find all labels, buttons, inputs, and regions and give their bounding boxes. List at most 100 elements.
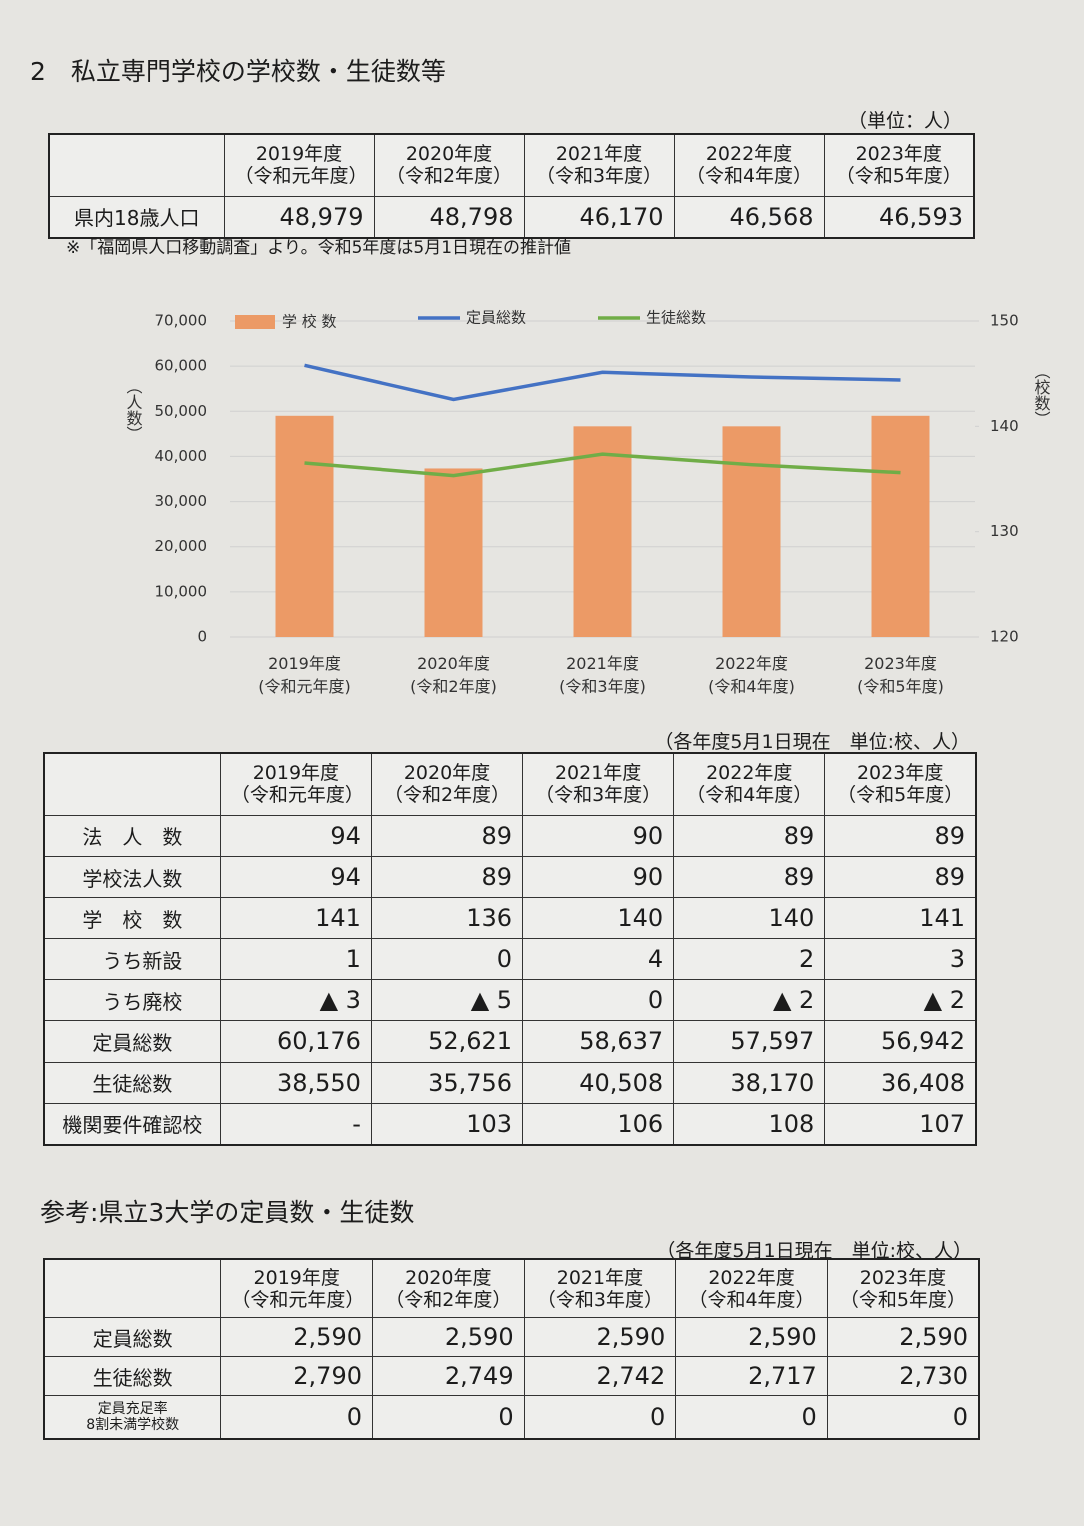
table-cell: 141 <box>219 897 372 940</box>
table-row: 定員総数 2,590 2,590 2,590 2,590 2,590 <box>43 1317 980 1358</box>
column-header: 2021年度 （令和3年度） <box>523 133 675 197</box>
table-cell: 36,408 <box>824 1061 977 1104</box>
table-cell: 108 <box>673 1102 826 1146</box>
legend-label: 学 校 数 <box>282 313 337 331</box>
table-cell: 0 <box>372 1395 525 1440</box>
table-unit: （各年度5月1日現在 単位:校、人） <box>654 731 970 753</box>
x-tick-label: 2022年度 (令和4年度) <box>708 654 795 696</box>
row-label: 定員充足率 8割未満学校数 <box>43 1395 222 1440</box>
table-cell: 56,942 <box>824 1020 977 1063</box>
y-axis-label: （人数） <box>124 378 143 442</box>
header-row: 2019年度 （令和元年度） 2020年度 （令和2年度） 2021年度 （令和3年… <box>48 133 975 197</box>
row-label: 生徒総数 <box>43 1061 221 1104</box>
table-row: うち廃校 ▲ 3 ▲ 5 0 ▲ 2 ▲ 2 <box>43 979 977 1022</box>
line <box>304 452 901 478</box>
row-label: 法 人 数 <box>43 814 221 857</box>
table-cell: 89 <box>370 814 524 857</box>
corner-cell <box>43 1258 222 1319</box>
table-cell: 0 <box>826 1395 980 1440</box>
table-row: 定員充足率 8割未満学校数 0 0 0 0 0 <box>43 1395 980 1440</box>
table-cell: ▲ 2 <box>673 979 826 1022</box>
row-label: 定員総数 <box>43 1317 222 1358</box>
population-table: 2019年度 （令和元年度） 2020年度 （令和2年度） 2021年度 （令和3年… <box>48 133 975 239</box>
table-cell: 3 <box>824 938 977 981</box>
column-header: 2019年度 （令和元年度） <box>223 133 375 197</box>
bar <box>275 415 334 637</box>
table-cell: ▲ 3 <box>219 979 372 1022</box>
table-cell: 89 <box>824 855 977 899</box>
y-tick-label: 0 <box>197 628 207 646</box>
table-row: 定員総数 60,176 52,621 58,637 57,597 56,942 <box>43 1020 977 1063</box>
corner-cell <box>43 752 221 816</box>
table-cell: - <box>219 1102 372 1146</box>
table-cell: 136 <box>370 897 524 940</box>
table-cell: 52,621 <box>370 1020 524 1063</box>
bar <box>871 415 930 637</box>
y2-tick-label: 120 <box>990 628 1019 646</box>
corner-cell <box>48 133 225 197</box>
table-cell: 46,568 <box>673 195 825 239</box>
row-label: うち新設 <box>43 938 221 981</box>
y-tick-label: 20,000 <box>155 537 208 555</box>
table-cell: 89 <box>673 855 826 899</box>
table-cell: 94 <box>219 814 372 857</box>
table-row: うち新設 1 0 4 2 3 <box>43 938 977 981</box>
header-row: 2019年度 （令和元年度） 2020年度 （令和2年度） 2021年度 （令和3年… <box>43 752 977 816</box>
table-note: ※「福岡県人口移動調査」より。令和5年度は5月1日現在の推計値 <box>66 238 572 258</box>
page-title: 2 私立専門学校の学校数・生徒数等 <box>30 57 446 86</box>
column-header: 2020年度 （令和2年度） <box>373 133 525 197</box>
y2-tick-label: 150 <box>990 312 1019 330</box>
table-cell: 4 <box>522 938 675 981</box>
x-tick-label: 2021年度 (令和3年度) <box>559 654 646 696</box>
x-tick-label: 2020年度 (令和2年度) <box>410 654 497 696</box>
legend-label: 定員総数 <box>466 309 526 327</box>
y2-tick-label: 140 <box>990 417 1019 435</box>
table-cell: 89 <box>370 855 524 899</box>
table-cell: 103 <box>370 1102 524 1146</box>
column-header: 2023年度 （令和5年度） <box>823 133 975 197</box>
row-label: 機関要件確認校 <box>43 1102 221 1146</box>
y-tick-label: 40,000 <box>155 447 208 465</box>
table-cell: 60,176 <box>219 1020 372 1063</box>
table-cell: 107 <box>824 1102 977 1146</box>
table-cell: 35,756 <box>370 1061 524 1104</box>
legend-swatch <box>235 315 275 329</box>
table-cell: 48,798 <box>373 195 525 239</box>
column-header: 2022年度 （令和4年度） <box>673 133 825 197</box>
table-row: 学校法人数 94 89 90 89 89 <box>43 855 977 899</box>
table-cell: 141 <box>824 897 977 940</box>
column-header: 2021年度 （令和3年度） <box>523 1258 677 1319</box>
table-cell: 2,590 <box>675 1317 828 1358</box>
column-header: 2019年度 （令和元年度） <box>220 1258 373 1319</box>
column-header: 2021年度 （令和3年度） <box>522 752 675 816</box>
table-cell: 106 <box>522 1102 675 1146</box>
table-row: 法 人 数 94 89 90 89 89 <box>43 814 977 857</box>
table-cell: ▲ 2 <box>824 979 977 1022</box>
table-row: 生徒総数 38,550 35,756 40,508 38,170 36,408 <box>43 1061 977 1104</box>
column-header: 2020年度 （令和2年度） <box>370 752 524 816</box>
bar <box>573 426 632 637</box>
x-tick-label: 2019年度 (令和元年度) <box>258 654 351 696</box>
y-tick-label: 10,000 <box>155 582 208 600</box>
table-unit: （各年度5月1日現在 単位:校、人） <box>656 1240 972 1262</box>
table-cell: 0 <box>523 1395 677 1440</box>
table-cell: 2,742 <box>523 1356 677 1397</box>
chart: 0 10,000 20,000 30,000 40,000 50,000 60,000 70,… <box>124 309 1051 646</box>
table-cell: 57,597 <box>673 1020 826 1063</box>
column-header: 2022年度 （令和4年度） <box>673 752 826 816</box>
table-cell: 89 <box>824 814 977 857</box>
table-row: 機関要件確認校 -103 106 108 107 <box>43 1102 977 1146</box>
table-cell: 0 <box>370 938 524 981</box>
bar <box>722 426 781 637</box>
y2-axis-label: （校数） <box>1032 363 1051 427</box>
table-cell: 140 <box>673 897 826 940</box>
table-cell: 2,590 <box>826 1317 980 1358</box>
column-header: 2023年度 （令和5年度） <box>826 1258 980 1319</box>
table-cell: 40,508 <box>522 1061 675 1104</box>
table-cell: 2,730 <box>826 1356 980 1397</box>
table-cell: 58,637 <box>522 1020 675 1063</box>
y-tick-label: 50,000 <box>155 402 208 420</box>
table-unit: （単位：人） <box>847 110 962 132</box>
table-cell: 46,593 <box>823 195 975 239</box>
